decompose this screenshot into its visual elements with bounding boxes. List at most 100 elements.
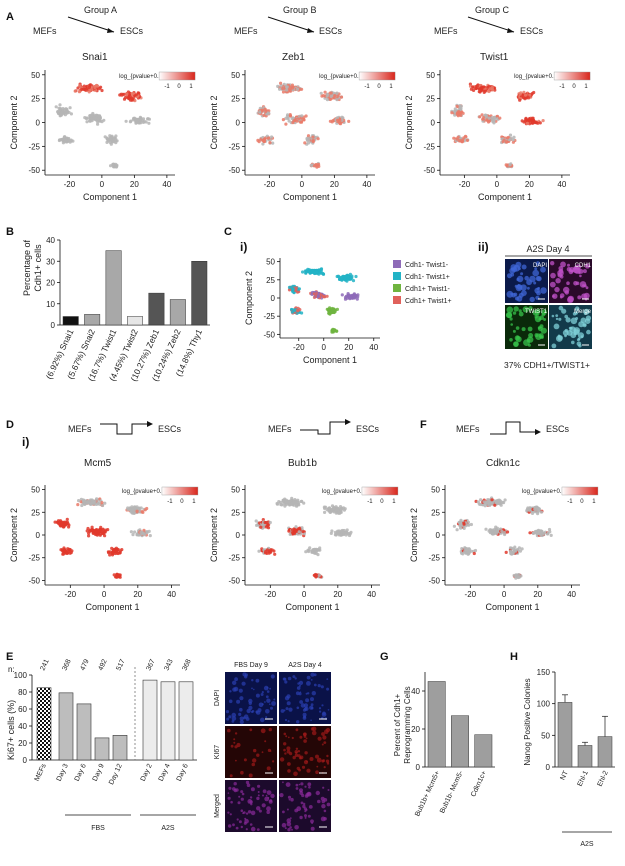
cell-blob [228,715,232,719]
tsne-point [334,511,338,515]
x-tick-label: 0 [322,343,327,352]
tsne-point [348,295,353,300]
tsne-point [90,498,94,502]
colorbar-tick: -1 [164,84,170,90]
bar [58,692,74,761]
cell-blob [518,311,524,317]
cell-blob [522,306,529,313]
arrowhead [507,28,514,33]
cell-blob [288,707,293,712]
tsne-point [64,138,68,142]
tsne-point [141,510,145,514]
cell-blob [305,808,308,812]
cell-blob [302,804,306,809]
cell-blob [306,675,311,680]
y-tick-label: 25 [426,95,435,104]
tsne-point [266,136,270,140]
y-axis-title: Component 2 [409,508,419,562]
tsne-point [97,528,101,532]
y-tick-label: 0 [236,119,241,128]
colorbar-tick: 1 [592,499,596,505]
tsne-point [301,530,305,534]
plot-title-bub1b: Bub1b [288,458,317,469]
tsne-point [58,103,62,107]
cell-blob [241,681,246,686]
tsne-point [96,122,100,126]
cell-blob [269,687,271,690]
x-axis-title: Component 1 [283,192,337,202]
y-tick-label: 150 [537,668,551,677]
x-tick-label: Day 6 [74,763,88,783]
tsne-point [356,293,360,297]
tsne-point [56,110,60,114]
cell-blob [268,799,273,804]
cell-blob [258,809,262,813]
tsne-point [288,500,292,504]
cell-blob [250,803,253,806]
panel-d-scheme-2: MEFs ESCs [268,419,380,435]
x-tick-label: 0 [100,180,105,189]
tsne-point [281,118,285,122]
tsne-point [321,272,326,276]
scheme-from: MEFs [68,424,92,434]
y-axis-title: Component 2 [209,95,219,149]
cell-blob [267,748,271,753]
cell-blob [284,718,288,722]
cell-blob [540,266,546,273]
tsne-point [281,90,286,94]
panel-e-micrographs: FBS Day 9 A2S Day 4 DAPI KI67 Merged [214,662,331,832]
tsne-point [323,510,327,514]
cell-blob [287,828,291,832]
cell-blob [565,317,571,323]
tsne-point [261,518,265,522]
tsne-point [261,138,266,142]
tsne-point [325,94,329,98]
tsne-point [101,503,105,508]
cell-blob [269,703,271,705]
tsne-point [477,87,482,91]
tsne-point [467,523,471,527]
cell-blob [573,267,581,274]
cell-blob [283,742,287,746]
tsne-point [514,549,518,553]
cell-blob [247,810,252,814]
colorbar-label: log_{pvalue+0.1} [322,489,367,495]
tsne-point [330,308,334,312]
tsne-point [291,287,295,291]
tsne-point [58,107,62,112]
tsne-point [109,164,113,168]
tsne-point [344,274,348,279]
tsne-point [95,502,99,506]
tsne-point [108,136,112,140]
cell-blob [572,312,577,316]
tsne-point [322,94,326,98]
tsne-point [300,114,304,118]
cell-blob [311,730,317,736]
tsne-point [318,270,322,274]
tsne-point [60,110,65,114]
tsne-point [511,138,515,142]
tsne-point [63,548,67,552]
colorbar-tick: 1 [584,84,588,90]
cell-blob [582,269,587,274]
micrograph-label: Merge [574,309,592,315]
cell-blob [295,691,300,696]
cell-blob [308,786,311,789]
tsne-point [342,531,346,535]
cell-blob [283,732,287,736]
micrograph-col-label: A2S Day 4 [288,662,322,669]
tsne-point [278,87,282,91]
tsne-point [257,549,261,553]
tsne-point [335,116,339,120]
micrograph-label: DAPI [533,263,547,269]
cell-blob [258,702,264,708]
cell-blob [516,284,523,290]
n-count-label: 343 [163,658,174,672]
cell-blob [285,707,289,711]
cell-blob [244,714,249,719]
tsne-point [263,520,267,525]
y-tick-label: -25 [423,142,435,151]
tsne-point [329,91,333,95]
tsne-plot-zeb1: -20 0 20 40 -50 -25 0 25 50 Component 1 Component … [209,70,396,202]
tsne-point [498,116,502,120]
